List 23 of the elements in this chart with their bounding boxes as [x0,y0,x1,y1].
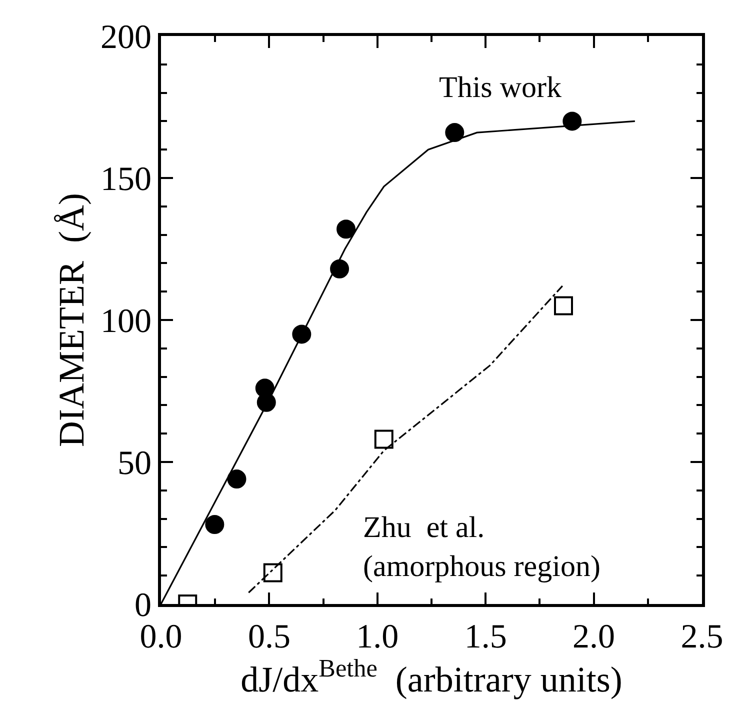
point [554,296,573,316]
x-tick-label: 1.5 [464,618,507,656]
point [562,112,582,131]
x-tick-label: 0.5 [248,618,290,656]
point [263,563,282,582]
point [330,259,350,278]
y-tick-label: 200 [100,18,152,56]
point [292,324,312,344]
point [445,123,464,142]
annotation: This work [439,71,562,104]
y-tick-label: 150 [100,160,152,198]
x-tick-label: 1.0 [356,618,399,656]
x-tick-label: 2.5 [680,618,724,656]
point [205,514,224,534]
x-axis-title: dJ/dx$^{Bethe}$ (arbitrary units) [240,656,622,700]
point [336,220,356,239]
y-tick-label: 100 [100,302,152,340]
point [374,430,394,449]
x-tick-label: 2.0 [572,618,616,656]
point [227,470,246,489]
y-tick-label: 50 [117,444,152,482]
y-axis-title: DIAMETER (Å) [51,193,92,447]
annotation: Zhu et al. (amorphous region) [363,511,600,583]
